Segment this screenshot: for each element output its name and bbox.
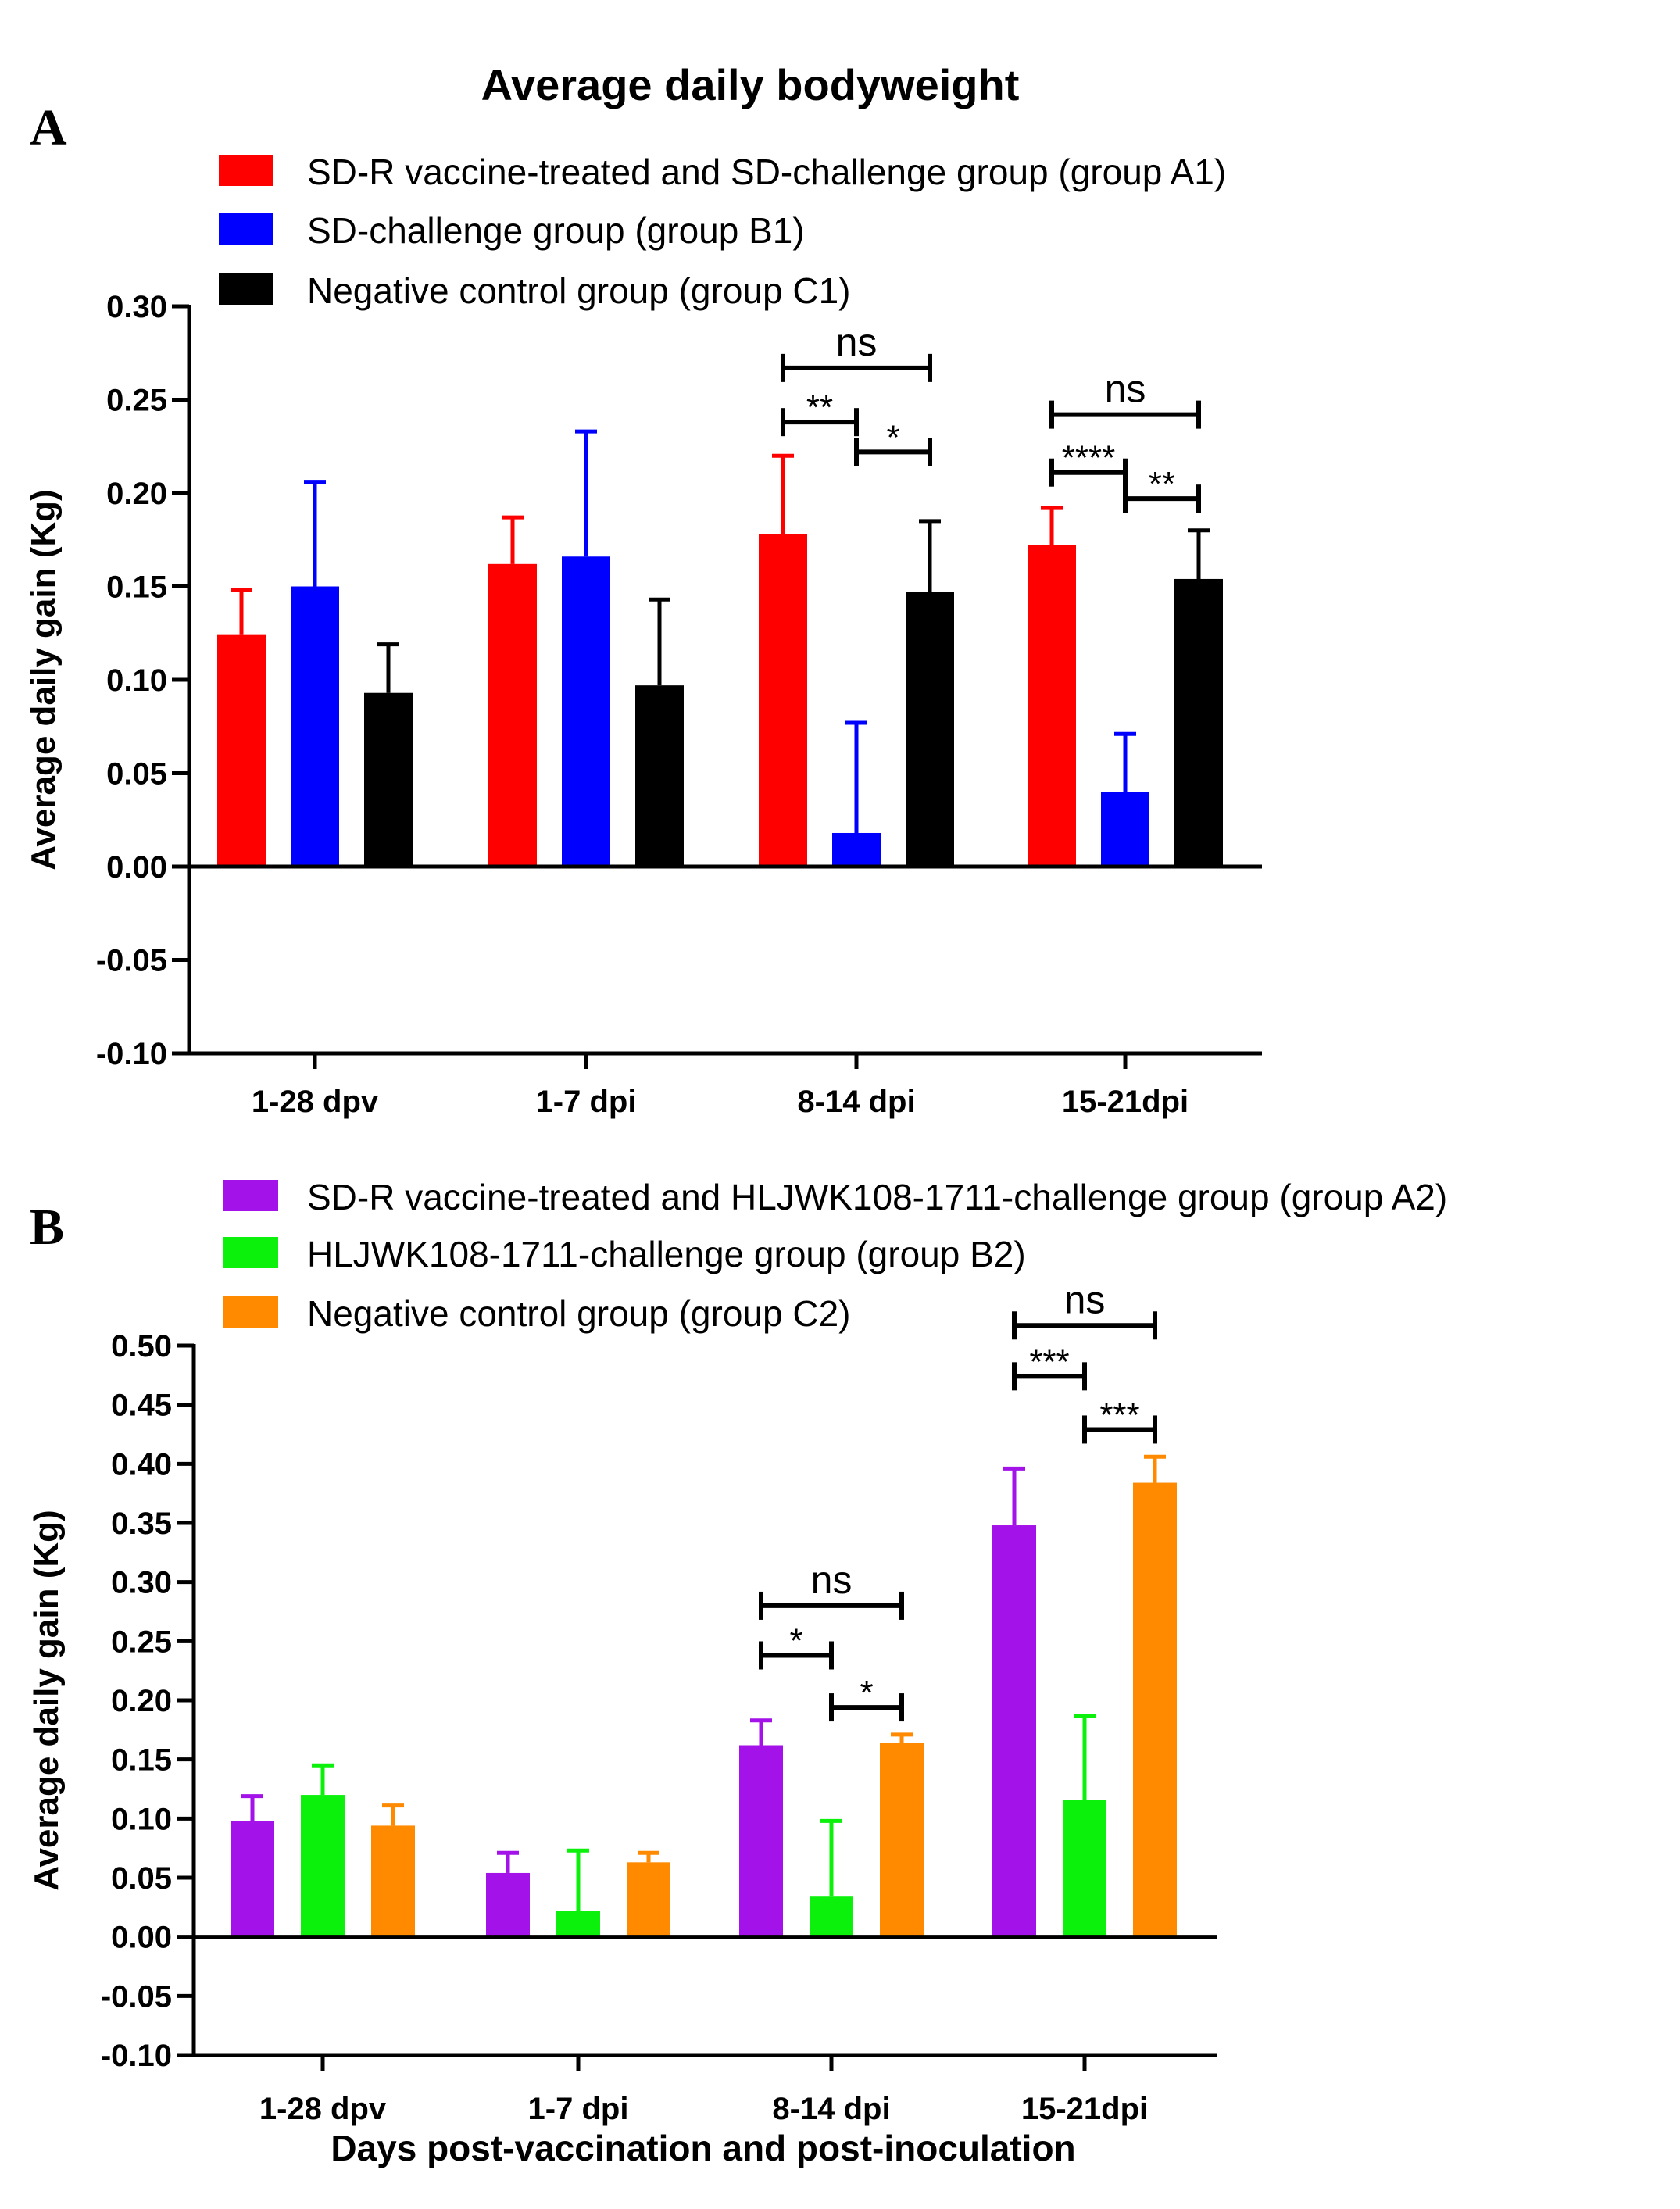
y-tick-label: 0.00 [106, 850, 167, 885]
bar [291, 586, 339, 867]
bar [217, 634, 266, 867]
y-tick-label: -0.05 [101, 1979, 172, 2014]
bar [556, 1911, 600, 1937]
significance-label: ** [806, 388, 833, 427]
y-tick-label: -0.10 [96, 1037, 167, 1071]
y-tick-label: 0.30 [106, 290, 167, 324]
y-tick-label: -0.10 [101, 2039, 172, 2073]
x-tick-label: 8-14 dpi [772, 2092, 890, 2126]
y-tick-label: 0.30 [111, 1566, 172, 1600]
bar [810, 1896, 853, 1937]
x-tick-label: 1-7 dpi [536, 1085, 637, 1119]
y-tick-label: 0.00 [111, 1921, 172, 1955]
legend-label: SD-R vaccine-treated and SD-challenge gr… [307, 152, 1226, 192]
x-tick-label: 15-21dpi [1062, 1085, 1189, 1119]
legend-label: SD-challenge group (group B1) [307, 210, 805, 251]
y-tick-label: -0.05 [96, 944, 167, 978]
legend-swatch [223, 1180, 278, 1211]
significance-label: *** [1099, 1396, 1139, 1434]
bar [739, 1745, 783, 1937]
bar [1028, 545, 1076, 867]
panel-label: B [30, 1199, 64, 1256]
y-tick-label: 0.35 [111, 1507, 172, 1541]
significance-label: * [886, 418, 899, 456]
significance-label: ns [811, 1558, 853, 1602]
x-tick-label: 1-28 dpv [259, 2092, 387, 2126]
y-tick-label: 0.10 [111, 1802, 172, 1836]
bar [627, 1862, 670, 1937]
bar [371, 1825, 415, 1937]
y-tick-label: 0.20 [111, 1684, 172, 1718]
y-axis-label: Average daily gain (Kg) [24, 489, 63, 870]
y-tick-label: 0.25 [111, 1625, 172, 1659]
y-tick-label: 0.50 [111, 1329, 172, 1364]
bar [486, 1872, 530, 1937]
legend-label: HLJWK108-1711-challenge group (group B2) [307, 1234, 1026, 1274]
x-axis-label: Days post-vaccination and post-inoculati… [331, 2128, 1075, 2168]
bar [1101, 792, 1149, 867]
legend-label: Negative control group (group C1) [307, 270, 850, 311]
bar [992, 1525, 1036, 1937]
y-tick-label: 0.45 [111, 1389, 172, 1423]
y-tick-label: 0.05 [106, 757, 167, 792]
legend-label: Negative control group (group C2) [307, 1293, 850, 1334]
bar [832, 832, 881, 867]
panel-b-chart: B SD-R vaccine-treated and HLJWK108-1711-… [27, 1177, 1447, 2126]
bar [488, 563, 537, 867]
x-tick-label: 8-14 dpi [797, 1085, 915, 1119]
bar [1133, 1482, 1177, 1937]
x-tick-label: 1-28 dpv [252, 1085, 379, 1119]
legend-swatch [219, 273, 273, 305]
y-tick-label: 0.05 [111, 1861, 172, 1896]
significance-label: *** [1029, 1342, 1069, 1381]
bar [562, 556, 610, 867]
significance-label: * [860, 1674, 873, 1712]
figure-title: Average daily bodyweight [481, 60, 1020, 109]
bar [1063, 1800, 1106, 1937]
y-tick-label: 0.10 [106, 663, 167, 698]
x-tick-label: 15-21dpi [1021, 2092, 1148, 2126]
bar [364, 692, 413, 867]
significance-label: **** [1062, 439, 1116, 477]
bar [635, 685, 684, 867]
significance-label: ns [1064, 1278, 1106, 1321]
significance-label: ** [1149, 465, 1175, 503]
legend-swatch [219, 155, 273, 186]
bar [759, 534, 807, 867]
significance-label: ns [1105, 367, 1146, 411]
panel-label: A [30, 99, 67, 156]
legend-swatch [219, 213, 273, 245]
legend-swatch [223, 1296, 278, 1328]
bar [880, 1743, 924, 1937]
x-tick-label: 1-7 dpi [528, 2092, 629, 2126]
panel-a-chart: A SD-R vaccine-treated and SD-challenge g… [24, 99, 1262, 1119]
legend-label: SD-R vaccine-treated and HLJWK108-1711-c… [307, 1177, 1447, 1217]
y-axis-label: Average daily gain (Kg) [27, 1510, 66, 1890]
y-tick-label: 0.15 [106, 570, 167, 605]
y-tick-label: 0.15 [111, 1743, 172, 1778]
y-tick-label: 0.25 [106, 384, 167, 418]
bar [231, 1821, 274, 1937]
significance-label: * [789, 1621, 802, 1660]
y-tick-label: 0.40 [111, 1447, 172, 1482]
bar [301, 1795, 345, 1937]
bar [906, 592, 954, 867]
y-tick-label: 0.20 [106, 477, 167, 511]
bar [1174, 578, 1223, 867]
significance-label: ns [836, 320, 878, 364]
legend-swatch [223, 1237, 278, 1268]
